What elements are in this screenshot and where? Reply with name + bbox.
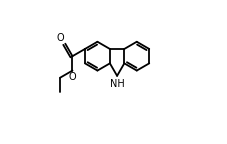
Text: O: O — [69, 72, 76, 82]
Text: O: O — [57, 33, 64, 42]
Text: NH: NH — [111, 79, 125, 89]
